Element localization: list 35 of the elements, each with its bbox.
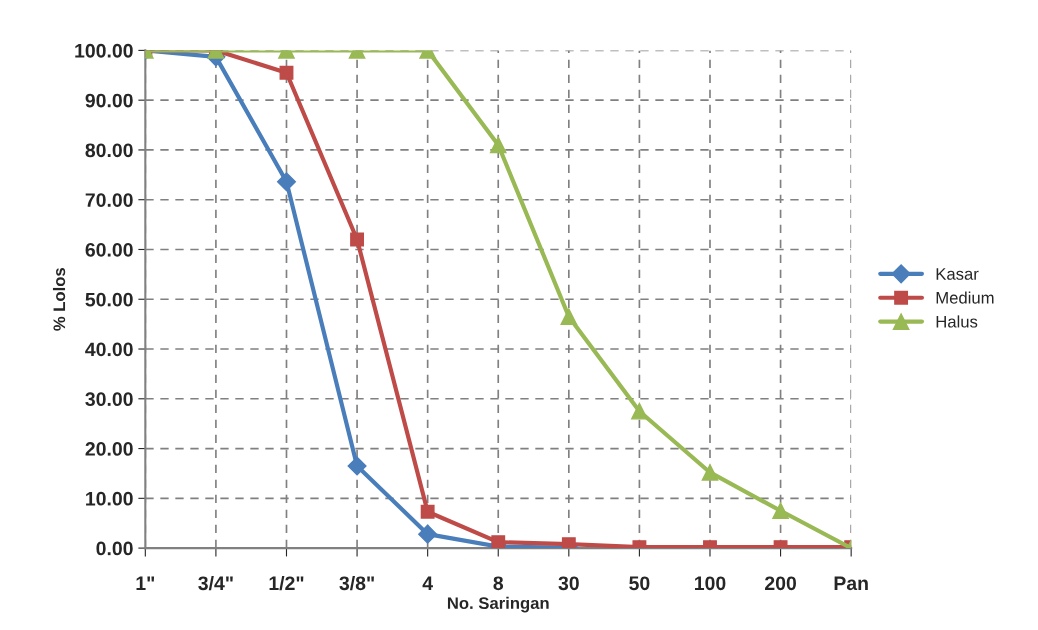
legend-label: Medium <box>936 291 994 304</box>
point <box>420 504 435 519</box>
point <box>631 402 648 420</box>
x-tick-label: 30 <box>558 576 579 591</box>
y-tick-label: 80.00 <box>85 143 133 158</box>
y-tick-label: 30.00 <box>85 392 133 407</box>
x-axis-title: No. Saringan <box>447 596 549 613</box>
point <box>347 456 367 476</box>
y-tick-label: 50.00 <box>85 292 133 307</box>
x-tick-label: Pan <box>834 576 868 591</box>
x-tick-label: 1/2" <box>269 575 304 591</box>
point <box>772 502 789 520</box>
x-tick-label: 3/4" <box>198 575 233 591</box>
y-tick-label: 20.00 <box>85 442 133 456</box>
x-tick-label: 100 <box>695 576 726 591</box>
y-tick-label: 0.00 <box>96 541 133 556</box>
y-tick-label: 10.00 <box>86 491 133 506</box>
y-tick-label: 100.00 <box>75 43 133 58</box>
y-tick-label: 60.00 <box>85 242 133 257</box>
legend-label: Kasar <box>936 268 979 280</box>
y-tick-label: 70.00 <box>85 193 133 207</box>
point <box>701 464 719 481</box>
x-tick-label: 200 <box>765 576 796 591</box>
y-axis-title: % Lolos <box>52 267 66 331</box>
y-tick-label: 90.00 <box>85 93 133 108</box>
x-tick-label: 50 <box>629 576 650 591</box>
x-tick-label: 1" <box>136 576 155 590</box>
legend-label: Halus <box>936 315 978 328</box>
y-tick-label: 40.00 <box>85 342 133 357</box>
x-tick-label: 3/8" <box>339 575 374 591</box>
point <box>350 232 365 247</box>
x-tick-label: 8 <box>493 576 504 591</box>
point <box>418 524 438 544</box>
x-tick-label: 4 <box>422 576 433 590</box>
point <box>560 308 578 326</box>
